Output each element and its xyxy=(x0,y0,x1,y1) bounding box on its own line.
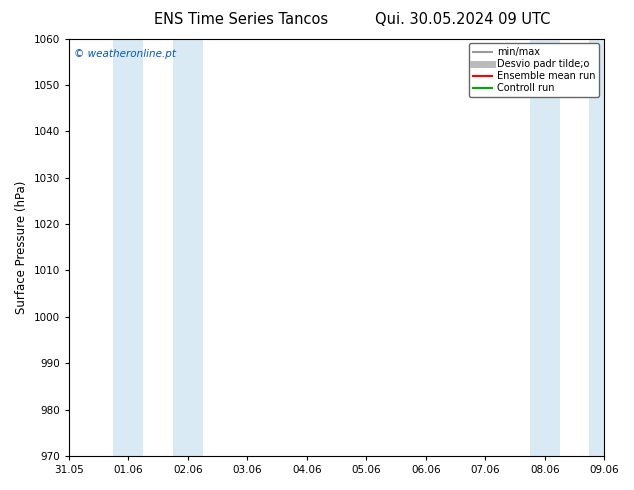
Text: © weatheronline.pt: © weatheronline.pt xyxy=(74,49,176,59)
Bar xyxy=(530,39,560,456)
Text: ENS Time Series Tancos: ENS Time Series Tancos xyxy=(154,12,328,27)
Y-axis label: Surface Pressure (hPa): Surface Pressure (hPa) xyxy=(15,181,28,314)
Bar xyxy=(590,39,619,456)
Bar xyxy=(113,39,143,456)
Legend: min/max, Desvio padr tilde;o, Ensemble mean run, Controll run: min/max, Desvio padr tilde;o, Ensemble m… xyxy=(469,44,599,97)
Bar xyxy=(173,39,203,456)
Text: Qui. 30.05.2024 09 UTC: Qui. 30.05.2024 09 UTC xyxy=(375,12,550,27)
